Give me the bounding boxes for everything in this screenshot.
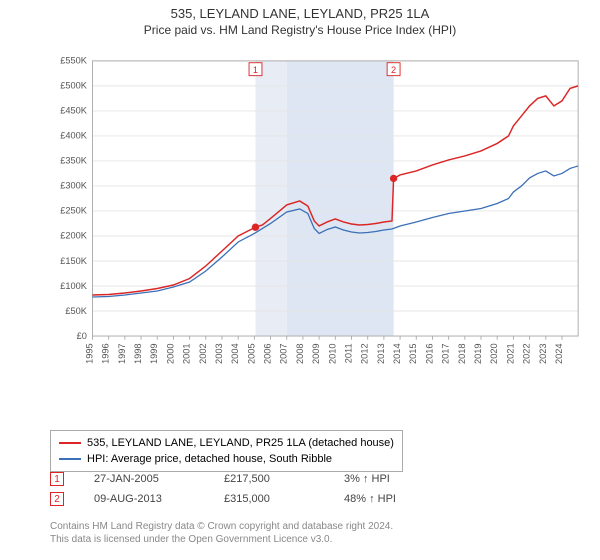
svg-text:1995: 1995: [84, 343, 94, 364]
svg-text:2021: 2021: [505, 343, 515, 364]
svg-text:2020: 2020: [489, 343, 499, 364]
legend-label: 535, LEYLAND LANE, LEYLAND, PR25 1LA (de…: [87, 435, 394, 451]
svg-text:£400K: £400K: [60, 131, 88, 141]
svg-text:2006: 2006: [263, 343, 273, 364]
svg-text:2022: 2022: [522, 343, 532, 364]
sale-price: £217,500: [224, 473, 314, 485]
svg-text:2023: 2023: [538, 343, 548, 364]
chart-area: £0 £50K £100K £150K £200K £250K £300K £350K £400…: [50, 46, 580, 386]
chart-svg: £0 £50K £100K £150K £200K £250K £300K £350K £400…: [50, 46, 580, 386]
sale-row: 1 27-JAN-2005 £217,500 3% ↑ HPI: [50, 472, 434, 486]
legend: 535, LEYLAND LANE, LEYLAND, PR25 1LA (de…: [50, 430, 403, 472]
legend-label: HPI: Average price, detached house, Sout…: [87, 451, 332, 467]
svg-text:£350K: £350K: [60, 156, 88, 166]
svg-text:2011: 2011: [344, 343, 354, 363]
svg-text:2007: 2007: [279, 343, 289, 364]
svg-text:£500K: £500K: [60, 81, 88, 91]
svg-text:2015: 2015: [408, 343, 418, 364]
svg-text:2009: 2009: [311, 343, 321, 364]
svg-text:2004: 2004: [230, 343, 240, 364]
legend-row: HPI: Average price, detached house, Sout…: [59, 451, 394, 467]
svg-text:2: 2: [391, 65, 396, 75]
svg-text:1: 1: [253, 65, 258, 75]
title-sub: Price paid vs. HM Land Registry's House …: [0, 23, 600, 37]
svg-text:1998: 1998: [133, 343, 143, 364]
svg-text:£50K: £50K: [65, 306, 87, 316]
sales-table: 1 27-JAN-2005 £217,500 3% ↑ HPI 2 09-AUG…: [50, 472, 434, 512]
legend-swatch: [59, 442, 81, 444]
svg-text:2012: 2012: [360, 343, 370, 364]
sale-date: 09-AUG-2013: [94, 493, 194, 505]
sale-hpi: 48% ↑ HPI: [344, 493, 434, 505]
svg-text:£100K: £100K: [60, 281, 88, 291]
svg-text:2008: 2008: [295, 343, 305, 364]
sale-marker-box: 2: [50, 492, 64, 506]
legend-swatch: [59, 458, 81, 460]
sale-row: 2 09-AUG-2013 £315,000 48% ↑ HPI: [50, 492, 434, 506]
legend-row: 535, LEYLAND LANE, LEYLAND, PR25 1LA (de…: [59, 435, 394, 451]
chart-container: 535, LEYLAND LANE, LEYLAND, PR25 1LA Pri…: [0, 0, 600, 560]
svg-text:2017: 2017: [441, 343, 451, 364]
svg-text:2000: 2000: [165, 343, 175, 364]
title-main: 535, LEYLAND LANE, LEYLAND, PR25 1LA: [0, 6, 600, 21]
footer: Contains HM Land Registry data © Crown c…: [50, 520, 393, 546]
svg-text:£300K: £300K: [60, 181, 88, 191]
svg-text:2010: 2010: [327, 343, 337, 364]
svg-text:2013: 2013: [376, 343, 386, 364]
svg-text:2024: 2024: [554, 343, 564, 364]
sale-price: £315,000: [224, 493, 314, 505]
svg-text:2014: 2014: [392, 343, 402, 364]
svg-text:£250K: £250K: [60, 206, 88, 216]
svg-text:£450K: £450K: [60, 106, 88, 116]
svg-text:1997: 1997: [117, 343, 127, 364]
svg-text:2003: 2003: [214, 343, 224, 364]
svg-text:1996: 1996: [101, 343, 111, 364]
svg-text:£550K: £550K: [60, 56, 88, 66]
svg-text:2002: 2002: [198, 343, 208, 364]
svg-text:2005: 2005: [246, 343, 256, 364]
title-block: 535, LEYLAND LANE, LEYLAND, PR25 1LA Pri…: [0, 0, 600, 37]
svg-text:1999: 1999: [149, 343, 159, 364]
svg-text:2001: 2001: [182, 343, 192, 364]
sale-marker-box: 1: [50, 472, 64, 486]
footer-line: This data is licensed under the Open Gov…: [50, 533, 393, 546]
svg-text:2018: 2018: [457, 343, 467, 364]
svg-text:£150K: £150K: [60, 256, 88, 266]
svg-text:2019: 2019: [473, 343, 483, 364]
svg-text:£200K: £200K: [60, 231, 88, 241]
svg-text:2016: 2016: [424, 343, 434, 364]
sale-hpi: 3% ↑ HPI: [344, 473, 434, 485]
footer-line: Contains HM Land Registry data © Crown c…: [50, 520, 393, 533]
svg-text:£0: £0: [77, 331, 87, 341]
sale-date: 27-JAN-2005: [94, 473, 194, 485]
